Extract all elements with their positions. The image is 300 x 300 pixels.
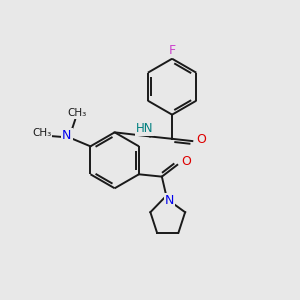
Text: CH₃: CH₃: [67, 108, 86, 118]
Text: HN: HN: [136, 122, 154, 135]
Text: F: F: [169, 44, 176, 57]
Text: N: N: [62, 129, 72, 142]
Text: CH₃: CH₃: [32, 128, 52, 138]
Text: O: O: [196, 134, 206, 146]
Text: O: O: [181, 155, 190, 168]
Text: N: N: [164, 194, 174, 207]
